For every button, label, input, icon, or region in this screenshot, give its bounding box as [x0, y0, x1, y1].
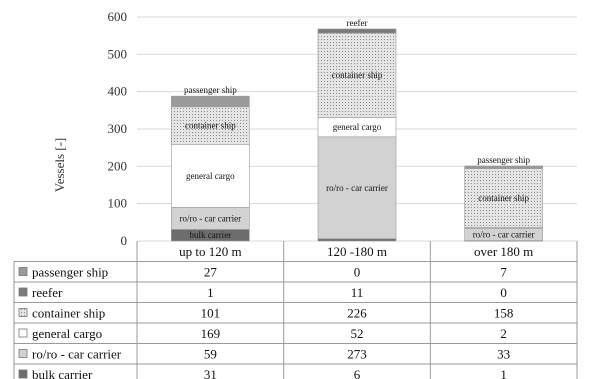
data-table-cell: 2 [500, 326, 507, 341]
data-table-cell: 59 [204, 347, 217, 362]
data-table-cell: 158 [494, 306, 514, 321]
legend-label: container ship [32, 306, 105, 321]
legend-key [18, 267, 28, 276]
y-tick-label: 0 [121, 233, 128, 248]
data-table-cell: 52 [351, 326, 364, 341]
bar-segment-passenger-ship [464, 165, 543, 169]
bar-segment-container-ship [464, 168, 543, 228]
y-tick-label: 200 [108, 158, 128, 173]
x-tick-label: 120 -180 m [327, 244, 387, 259]
data-table-cell: 0 [354, 265, 361, 280]
data-table-cell: 7 [500, 265, 507, 280]
segment-label: reefer [347, 18, 368, 28]
data-table-cell: 31 [204, 367, 217, 379]
bar-segment-general-cargo [171, 144, 250, 208]
data-table-cell: 6 [354, 367, 361, 379]
data-table-cell: 273 [347, 347, 367, 362]
bar-segment-reefer [317, 28, 397, 34]
legend-label: general cargo [32, 326, 102, 341]
bar-segment-container-ship [171, 106, 250, 145]
legend-key [18, 328, 28, 338]
segment-label: general cargo [186, 171, 235, 181]
segment-label: general cargo [333, 122, 382, 132]
segment-label: ro/ro - car carrier [473, 229, 535, 239]
segment-label: passenger ship [477, 155, 530, 165]
legend-label: passenger ship [32, 265, 108, 280]
y-tick-label: 400 [108, 84, 128, 99]
legend-label: reefer [32, 285, 63, 300]
legend-key [18, 349, 28, 358]
legend-label: ro/ro - car carrier [32, 347, 122, 362]
legend-key [18, 308, 28, 317]
segment-label: bulk carrier [189, 230, 231, 240]
data-table-cell: 1 [207, 285, 214, 300]
bar-segment-passenger-ship [171, 95, 250, 107]
segment-label: ro/ro - car carrier [326, 183, 388, 193]
legend-key [18, 287, 28, 297]
data-table-cell: 11 [351, 285, 364, 300]
y-tick-label: 100 [108, 196, 128, 211]
data-table-cell: 27 [204, 265, 218, 280]
segment-label: container ship [478, 193, 529, 203]
bar-segment-ro-ro-car-carrier [317, 136, 397, 240]
data-table-cell: 101 [201, 306, 221, 321]
segment-label: passenger ship [184, 85, 237, 95]
x-tick-label: up to 120 m [179, 244, 241, 259]
segment-label: ro/ro - car carrier [179, 213, 241, 223]
data-table-cell: 0 [500, 285, 507, 300]
legend-label: bulk carrier [32, 367, 93, 379]
x-tick-label: over 180 m [474, 244, 533, 259]
data-table-cell: 33 [497, 347, 510, 362]
segment-label: container ship [332, 70, 383, 80]
data-table-cell: 226 [347, 306, 367, 321]
segment-label: container ship [185, 120, 236, 130]
data-table-cell: 169 [201, 326, 221, 341]
bar-segment-container-ship [317, 32, 397, 118]
y-tick-label: 500 [108, 46, 128, 61]
y-axis-label: Vessels [-] [52, 138, 67, 193]
y-tick-label: 300 [108, 121, 128, 136]
y-tick-label: 600 [108, 9, 128, 24]
legend-key [18, 369, 28, 379]
data-table-cell: 1 [500, 367, 507, 379]
bar-segment-bulk-carrier [317, 238, 397, 242]
